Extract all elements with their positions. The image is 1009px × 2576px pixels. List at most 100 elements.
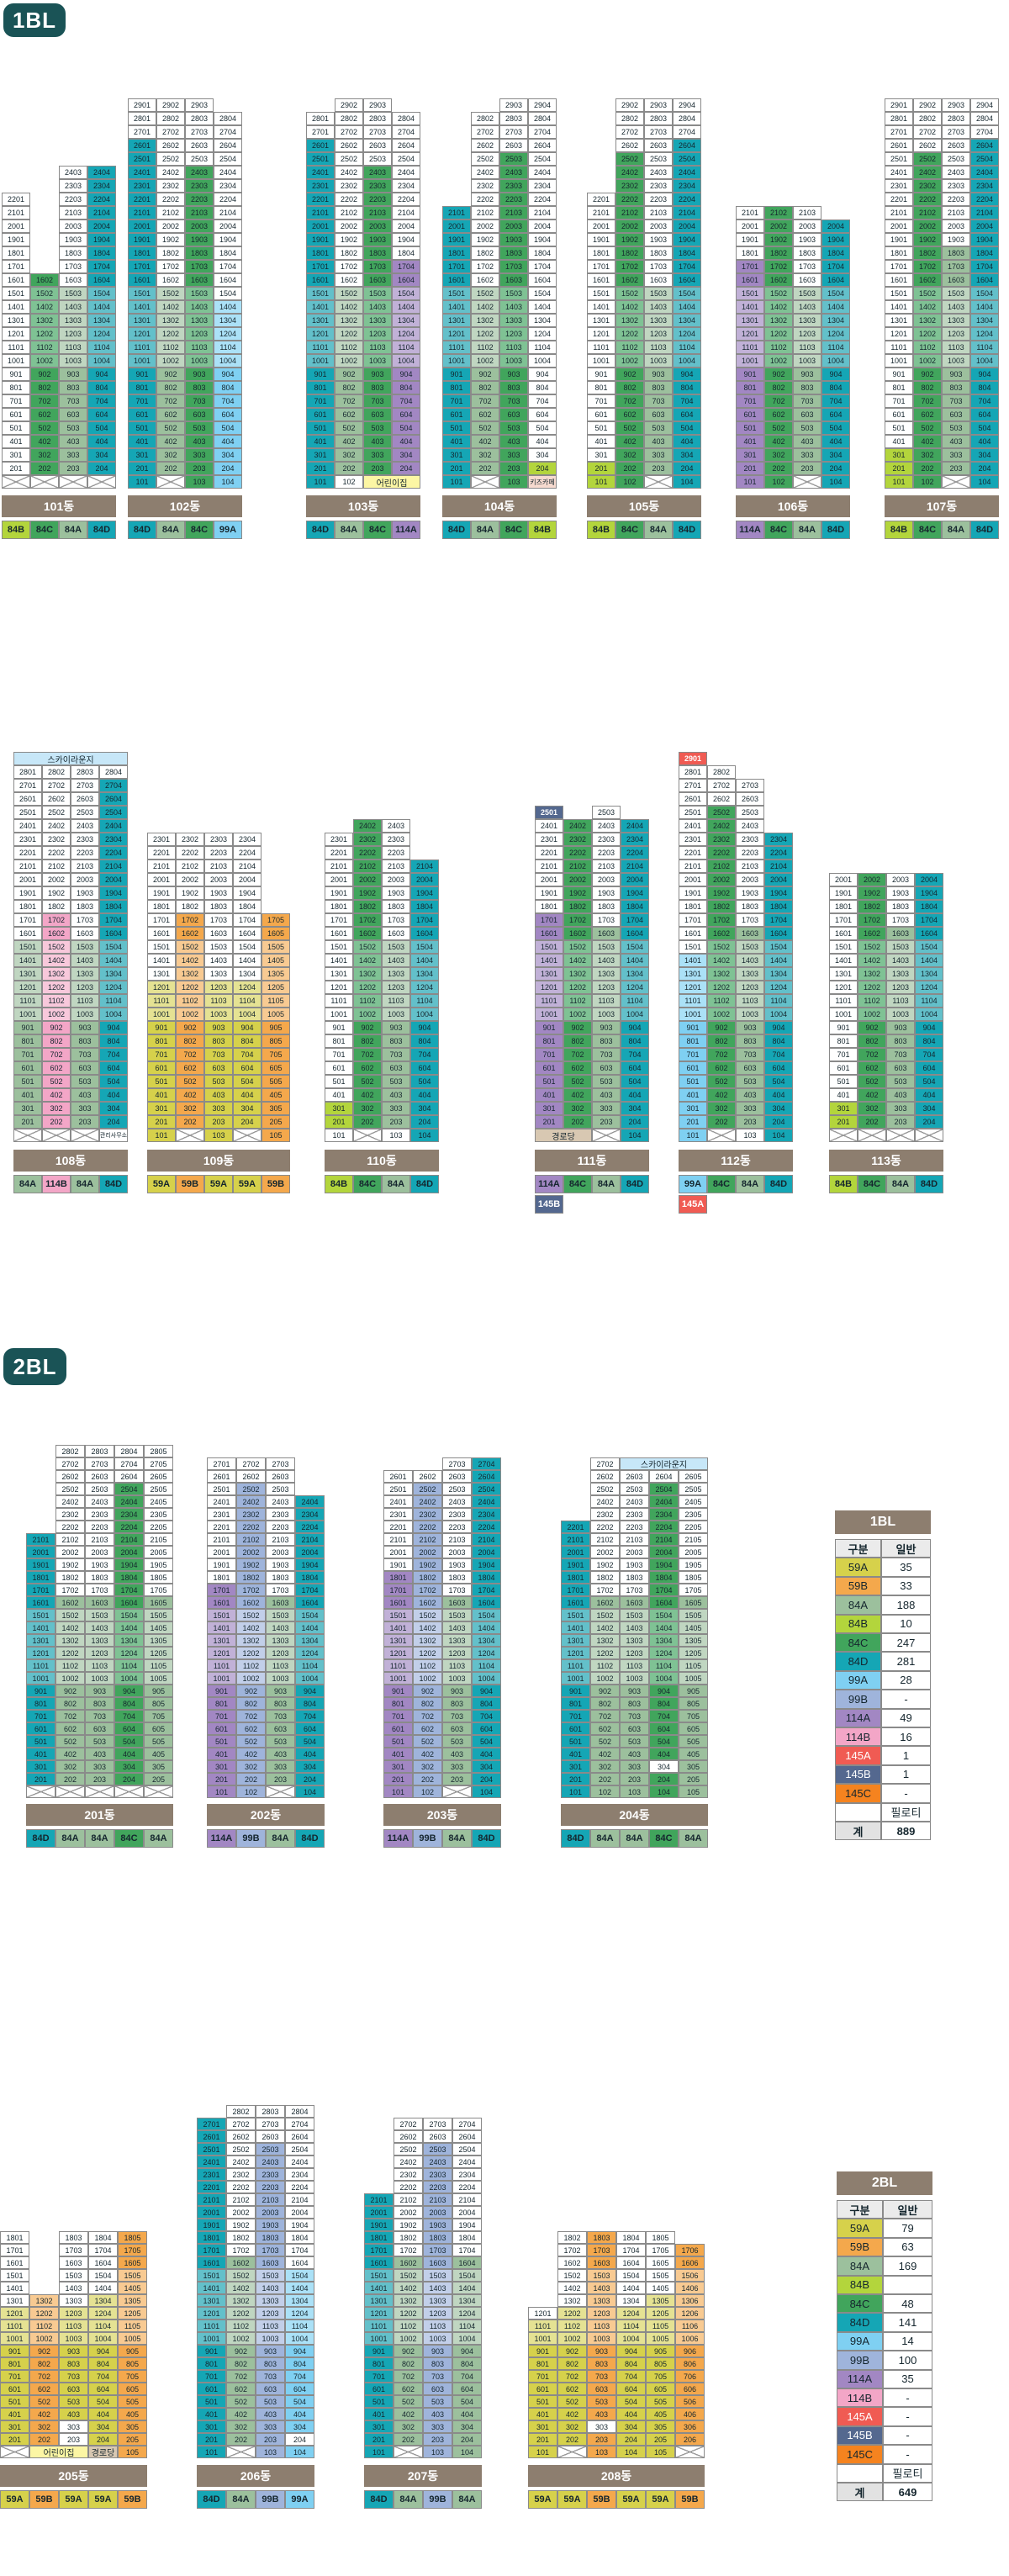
unit-cell: 1601 <box>535 927 563 940</box>
unit-cell: 102 <box>615 475 644 489</box>
unit-cell: 203 <box>266 1773 295 1785</box>
unit-cell: 2402 <box>707 819 736 833</box>
unit-cell: 2003 <box>204 873 233 886</box>
unit-cell: 1004 <box>616 2332 646 2345</box>
unit-cell: 1405 <box>118 2282 147 2294</box>
unit-cell: 1604 <box>99 927 128 940</box>
unit-cell: 304 <box>410 1102 439 1115</box>
unit-cell: 802 <box>557 2357 587 2370</box>
unit-type-label: 59A <box>616 2490 646 2509</box>
unit-cell: 2102 <box>394 2193 423 2206</box>
unit-cell: 1002 <box>226 2332 256 2345</box>
unit-cell: 1603 <box>736 927 764 940</box>
unit-cell: 1102 <box>42 994 71 1008</box>
unit-cell: 2103 <box>363 206 392 220</box>
unit-cell: 904 <box>295 1685 325 1697</box>
unit-cell: 204 <box>970 462 999 475</box>
building-label: 108동 <box>13 1150 128 1172</box>
unit-cell: 802 <box>413 1697 442 1710</box>
unit-cell: 803 <box>266 1697 295 1710</box>
unit-cell: 604 <box>214 408 242 421</box>
unit-cell: 1205 <box>646 2307 675 2319</box>
unit-cell: 1303 <box>185 314 214 327</box>
unit-cell: 2004 <box>87 220 116 233</box>
unit-cell: 302 <box>764 448 793 462</box>
unit-type-label: 84A <box>452 2490 482 2509</box>
unit-cell: 1204 <box>970 327 999 341</box>
unit-cell: 2704 <box>528 125 557 139</box>
unit-cell: 1203 <box>499 327 528 341</box>
building-label: 112동 <box>679 1150 793 1172</box>
unit-cell: 1802 <box>707 900 736 913</box>
unit-cell: 2904 <box>970 98 999 112</box>
unit-type-label: 84A <box>226 2490 256 2509</box>
unit-cell: 1504 <box>472 1609 501 1621</box>
unit-cell: 2103 <box>423 2193 452 2206</box>
unit-cell: 1002 <box>590 1672 620 1685</box>
unit-cell: 1403 <box>382 954 410 967</box>
unit-cell: 2103 <box>644 206 673 220</box>
unit-cell: 901 <box>207 1685 236 1697</box>
legend-total-key: 계 <box>835 1822 881 1841</box>
unit-cell: 303 <box>793 448 821 462</box>
unit-cell: 503 <box>592 1075 621 1088</box>
legend-row-84D-key: 84D <box>835 1652 881 1671</box>
unit-cell: 904 <box>392 368 420 381</box>
unit-cell: 901 <box>528 2345 557 2357</box>
unit-cell: 2405 <box>144 1495 173 1508</box>
unit-cell: 1105 <box>261 994 290 1008</box>
unit-cell: 2201 <box>306 193 335 206</box>
unit-cell: 304 <box>99 1102 128 1115</box>
unit-cell: 2604 <box>452 2130 482 2143</box>
unit-cell: 2303 <box>185 179 214 193</box>
unit-cell: 2303 <box>423 2168 452 2181</box>
unit-cell: 2401 <box>13 819 42 833</box>
unit-cell: 2504 <box>452 2143 482 2155</box>
legend-row-114B-key: 114B <box>837 2388 883 2408</box>
unit-cell: 604 <box>673 408 701 421</box>
unit-cell: 1605 <box>646 2256 675 2269</box>
unit-cell: 2404 <box>285 2155 314 2168</box>
unit-cell: 2603 <box>942 139 970 152</box>
unit-cell: 1604 <box>410 927 439 940</box>
unit-cell: 1804 <box>295 1571 325 1584</box>
unit-cell: 2305 <box>679 1508 708 1521</box>
unit-cell: 1803 <box>644 246 673 260</box>
unit-cell: 2804 <box>99 765 128 779</box>
unit-cell: 505 <box>144 1735 173 1748</box>
unit-cell: 302 <box>557 2420 587 2433</box>
unit-cell: 1803 <box>59 2231 88 2244</box>
unit-cell: 1703 <box>363 260 392 273</box>
unit-cell: 501 <box>561 1735 590 1748</box>
unit-cell: 704 <box>673 394 701 408</box>
sky-lounge-header: 스카이라운지 <box>620 1457 708 1470</box>
legend-total-value: 889 <box>881 1822 931 1841</box>
unit-cell: 1501 <box>26 1609 55 1621</box>
unit-cell: 802 <box>55 1697 85 1710</box>
unit-cell: 1302 <box>156 314 185 327</box>
unit-cell: 1203 <box>736 981 764 994</box>
unit-cell: 2003 <box>886 873 915 886</box>
unit-cell: 1003 <box>71 1008 99 1021</box>
unit-cell: 401 <box>0 2408 29 2420</box>
unit-cell: 2004 <box>673 220 701 233</box>
unit-cell: 404 <box>970 435 999 448</box>
unit-cell: 1106 <box>675 2319 705 2332</box>
unit-cell: 1003 <box>644 354 673 368</box>
unit-cell: 604 <box>452 2383 482 2395</box>
unit-cell: 304 <box>673 448 701 462</box>
unit-cell: 702 <box>42 1048 71 1061</box>
unit-cell: 803 <box>256 2357 285 2370</box>
unit-cell: 1804 <box>528 246 557 260</box>
unit-cell: 1402 <box>764 300 793 314</box>
pilotis-cell <box>156 475 185 489</box>
unit-cell: 1101 <box>885 341 913 354</box>
unit-cell: 1501 <box>535 940 563 954</box>
unit-cell: 2402 <box>413 1495 442 1508</box>
unit-cell: 2003 <box>942 220 970 233</box>
unit-cell: 1704 <box>764 913 793 927</box>
unit-cell: 1203 <box>85 1647 114 1659</box>
legend-row-99B-value: - <box>881 1690 931 1709</box>
unit-cell: 2003 <box>185 220 214 233</box>
pilotis-cell <box>442 1785 472 1798</box>
